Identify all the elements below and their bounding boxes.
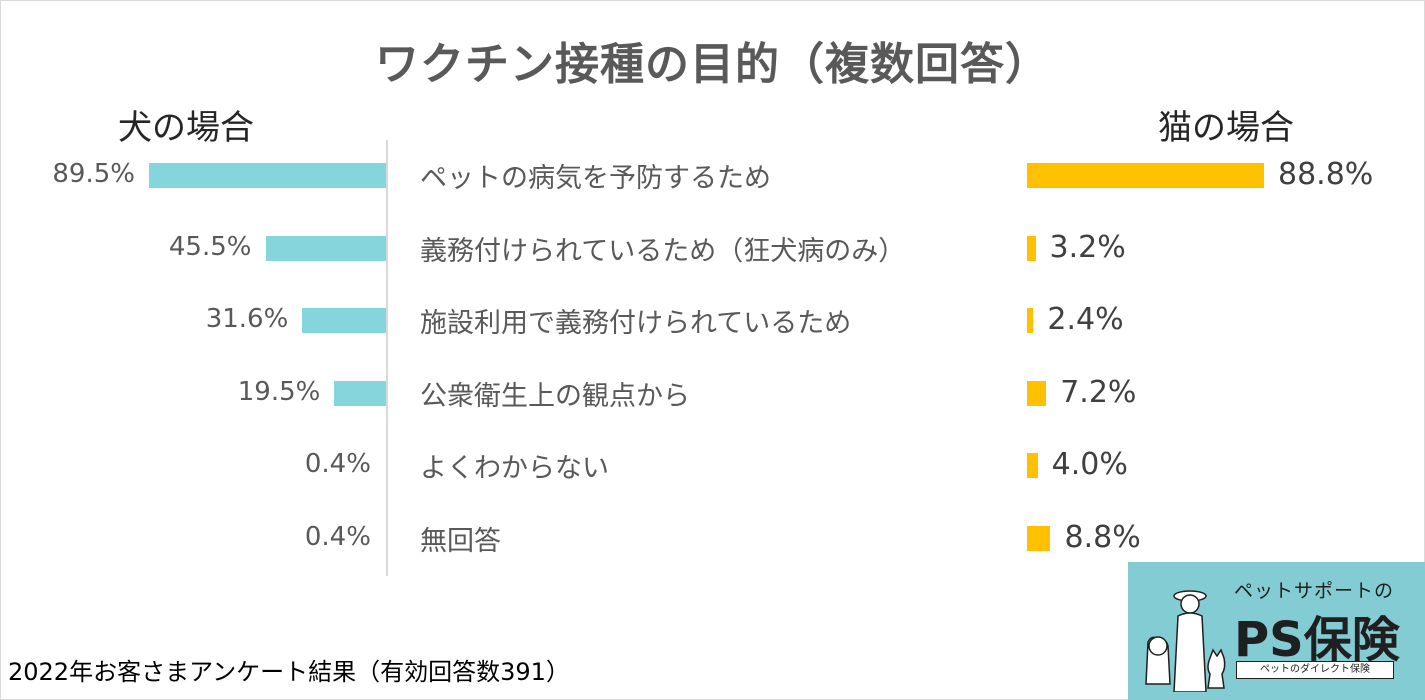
logo-top-text: ペットサポートの [1234, 580, 1395, 602]
cat-value-label: 88.8% [1278, 157, 1374, 192]
category-label: よくわからない [420, 453, 609, 484]
dog-value-label: 19.5% [237, 377, 321, 407]
dog-group-label: 犬の場合 [118, 108, 254, 148]
cat-bar [1027, 163, 1264, 188]
cat-bar [1027, 381, 1047, 406]
woman-dog-cat-icon [1145, 590, 1226, 692]
dog-value-label: 0.4% [304, 449, 371, 479]
cat-bar [1027, 308, 1034, 333]
logo-sub-text: ペットのダイレクト保険 [1236, 661, 1394, 679]
category-label: 無回答 [420, 526, 501, 557]
ps-insurance-logo: ペットサポートの PS保険 ペットのダイレクト保険 [1128, 562, 1425, 700]
cat-value-label: 4.0% [1051, 447, 1128, 482]
cat-bar [1027, 453, 1038, 478]
dog-value-label: 89.5% [52, 159, 135, 189]
category-label: ペットの病気を予防するため [420, 163, 771, 194]
dog-value-label: 0.4% [304, 522, 371, 552]
category-label: 施設利用で義務付けられているため [420, 308, 852, 339]
dog-value-label: 31.6% [205, 304, 289, 334]
cat-bar [1027, 236, 1036, 261]
cat-value-label: 8.8% [1064, 520, 1141, 555]
chart-title: ワクチン接種の目的（複数回答） [375, 39, 1050, 90]
cat-value-label: 7.2% [1060, 375, 1137, 410]
center-divider [386, 140, 388, 576]
survey-footnote: 2022年お客さまアンケート結果（有効回答数391） [8, 658, 570, 686]
cat-value-label: 3.2% [1049, 230, 1126, 265]
dog-bar [334, 381, 386, 406]
dog-value-label: 45.5% [168, 232, 252, 262]
category-label: 義務付けられているため（狂犬病のみ） [420, 236, 906, 267]
dog-bar [265, 236, 386, 261]
dog-bar [149, 163, 386, 188]
cat-bar [1027, 526, 1051, 551]
category-label: 公衆衛生上の観点から [420, 381, 690, 412]
dog-bar [302, 308, 386, 333]
logo-main-text: PS保険 [1234, 612, 1400, 668]
cat-group-label: 猫の場合 [1158, 108, 1294, 148]
cat-value-label: 2.4% [1047, 302, 1124, 337]
